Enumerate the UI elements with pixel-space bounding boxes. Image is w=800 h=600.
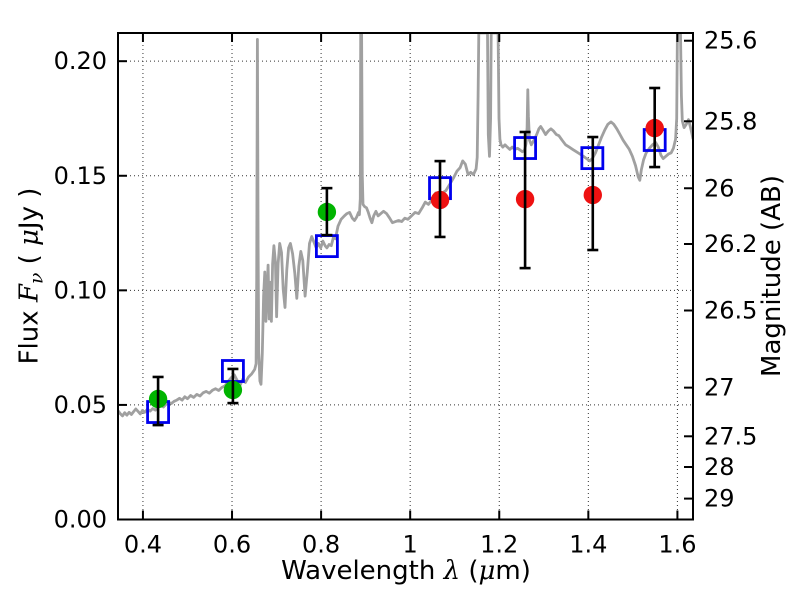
axis-label-part: Wavelength bbox=[281, 556, 444, 586]
mag-tick-label: 27 bbox=[704, 374, 735, 402]
flux-tick-label: 0.20 bbox=[54, 47, 107, 75]
x-tick-label: 1.6 bbox=[658, 531, 696, 559]
x-axis-label: Wavelength λ (μm) bbox=[281, 556, 531, 586]
flux-tick-label: 0.05 bbox=[54, 391, 107, 419]
mag-tick-label: 25.6 bbox=[704, 27, 757, 55]
mag-tick-label: 26 bbox=[704, 174, 735, 202]
mag-tick-label: 26.5 bbox=[704, 297, 757, 325]
model-spectrum-line bbox=[118, 33, 693, 418]
error-bar bbox=[587, 135, 599, 252]
x-tick-label: 0.6 bbox=[213, 531, 251, 559]
axis-label-part: ( bbox=[14, 245, 45, 273]
y-axis-label-right: Magnitude (AB) bbox=[757, 175, 787, 377]
error-bar bbox=[227, 367, 239, 405]
x-tick-label: 1.4 bbox=[569, 531, 607, 559]
flux-tick-label: 0.10 bbox=[54, 276, 107, 304]
axis-label-part: ν bbox=[26, 272, 48, 285]
mag-tick-label: 26.2 bbox=[704, 230, 757, 258]
axis-label-part: μ bbox=[14, 229, 45, 246]
x-tick-label: 1.2 bbox=[480, 531, 518, 559]
x-tick-label: 0.8 bbox=[302, 531, 340, 559]
y-axis-label-left: Flux Fν ( μJy ) bbox=[15, 188, 48, 365]
axis-label-part: Flux bbox=[14, 302, 45, 365]
mag-tick-label: 28 bbox=[704, 453, 735, 481]
axis-label-part: ( bbox=[460, 556, 479, 586]
x-tick-label: 0.4 bbox=[124, 531, 162, 559]
error-bar bbox=[152, 375, 164, 427]
flux-tick-label: 0.15 bbox=[54, 162, 107, 190]
plot-frame bbox=[117, 32, 694, 521]
axis-label-part: F bbox=[14, 284, 45, 303]
mag-tick-label: 25.8 bbox=[704, 107, 757, 135]
flux-tick-label: 0.00 bbox=[54, 506, 107, 534]
x-tick-label: 1 bbox=[403, 531, 418, 559]
error-bar bbox=[519, 130, 531, 270]
mag-tick-label: 29 bbox=[704, 485, 735, 513]
axis-label-part: Jy ) bbox=[14, 187, 45, 230]
axis-label-part: m) bbox=[495, 556, 531, 586]
error-bar bbox=[321, 186, 333, 237]
axis-label-part: λ bbox=[443, 556, 461, 586]
error-bar bbox=[649, 86, 661, 169]
error-bar bbox=[434, 159, 446, 239]
mag-tick-label: 27.5 bbox=[704, 422, 757, 450]
axis-label-part: μ bbox=[478, 556, 496, 586]
